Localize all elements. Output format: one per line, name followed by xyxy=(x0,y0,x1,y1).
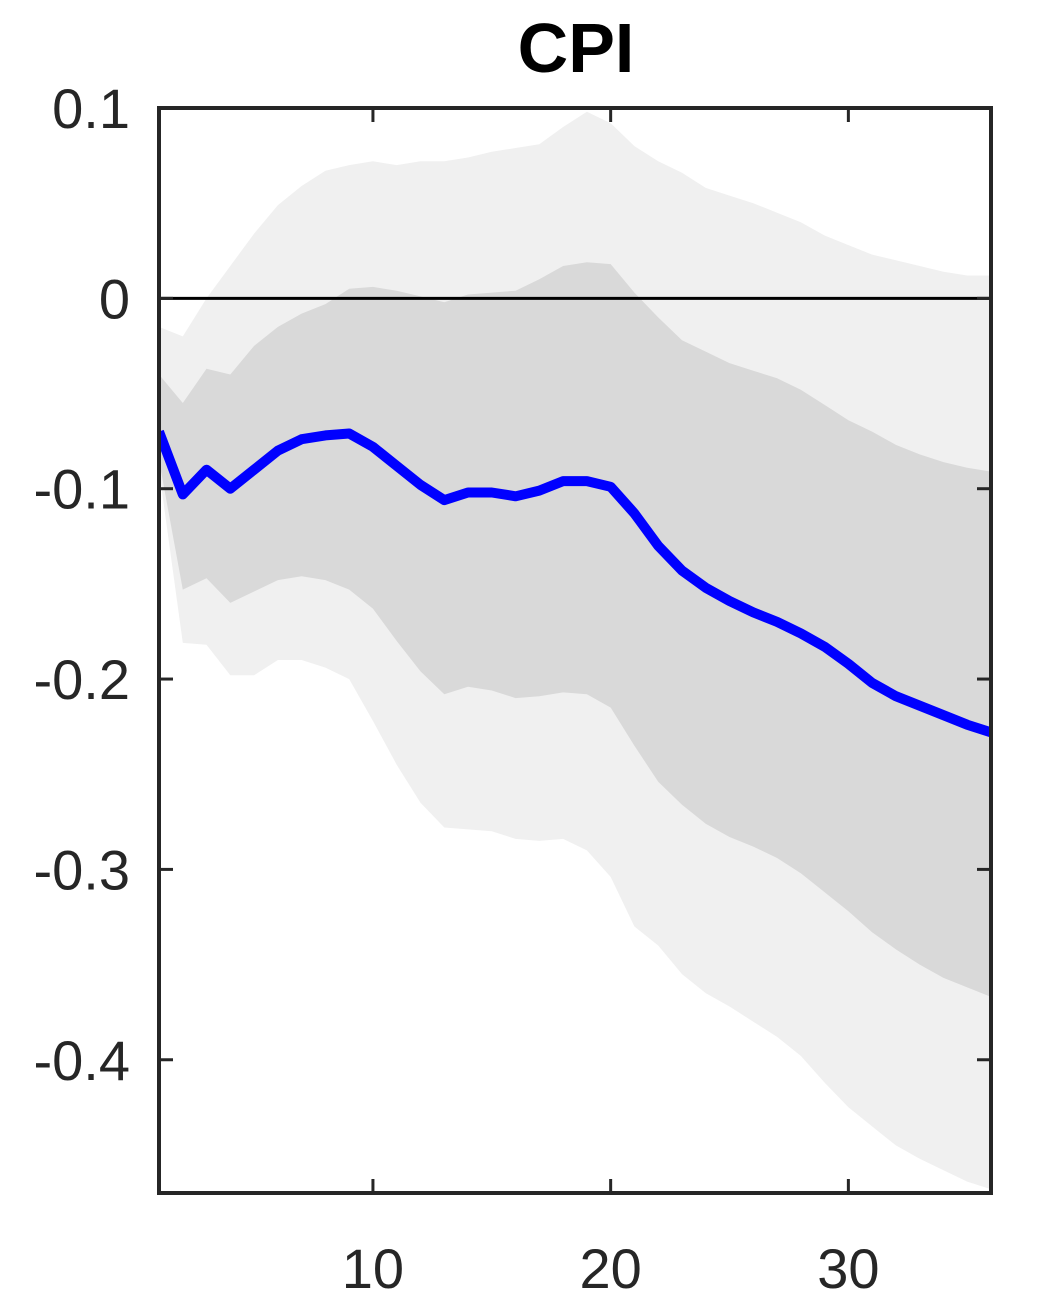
y-tick-label: -0.3 xyxy=(34,838,131,901)
axes-box xyxy=(157,106,993,1195)
y-tick-label: -0.2 xyxy=(34,648,131,711)
axes: 0.1 0 -0.1 -0.2 -0.3 -0.4 10 20 30 xyxy=(34,77,993,1300)
y-tick-label: -0.1 xyxy=(34,458,131,521)
x-tick-label: 20 xyxy=(580,1237,642,1300)
chart-title: CPI xyxy=(518,9,635,87)
y-tick-label: 0.1 xyxy=(52,77,130,140)
x-tick-label: 30 xyxy=(817,1237,879,1300)
x-tick-label: 10 xyxy=(342,1237,404,1300)
y-tick-label: -0.4 xyxy=(34,1029,131,1092)
y-tick-label: 0 xyxy=(99,267,130,330)
plot-area xyxy=(159,111,991,1190)
median-response-line xyxy=(159,428,991,738)
